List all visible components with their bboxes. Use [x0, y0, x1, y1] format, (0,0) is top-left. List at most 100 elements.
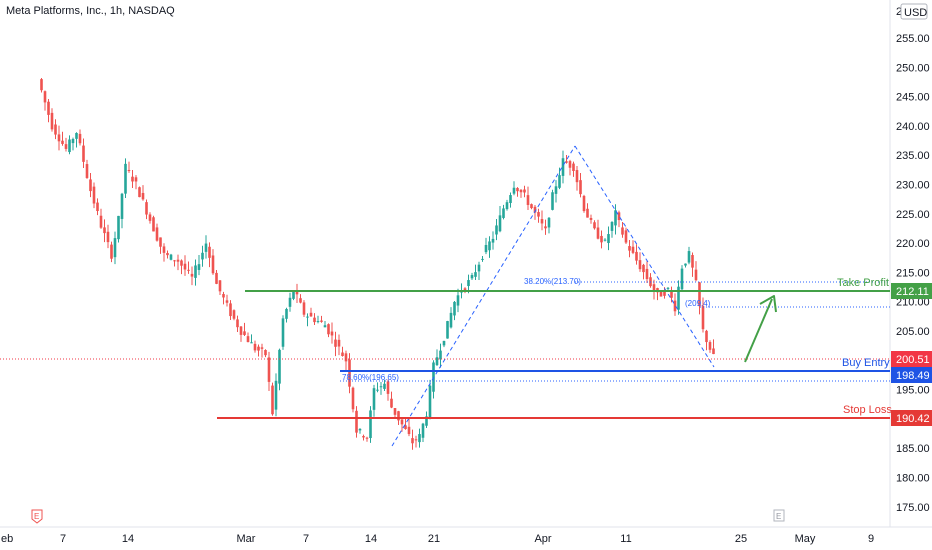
- earnings-letter: E: [776, 512, 781, 521]
- x-tick-label: 7: [60, 533, 66, 545]
- candle-body: [145, 202, 148, 215]
- candle-body: [92, 186, 96, 204]
- x-tick-label: Apr: [534, 533, 551, 545]
- candle-body: [698, 282, 701, 307]
- y-tick-label: 235.00: [896, 150, 930, 162]
- candle-body: [372, 388, 376, 410]
- candle-body: [666, 287, 670, 289]
- candle-body: [495, 225, 498, 235]
- buy-entry-level[interactable]: Buy Entry: [340, 357, 890, 372]
- y-tick-label: 250.00: [896, 62, 930, 74]
- candle-body: [162, 246, 166, 253]
- y-tick-label: 205.00: [896, 326, 930, 338]
- earnings-marker-1[interactable]: E: [31, 509, 43, 524]
- candle-body: [463, 288, 467, 291]
- candle-body: [474, 272, 477, 277]
- candle-body: [194, 265, 197, 278]
- earnings-letter: E: [34, 512, 39, 521]
- candle-body: [327, 324, 330, 335]
- candle-body: [705, 330, 708, 343]
- candle-body: [264, 350, 267, 356]
- earnings-marker-2[interactable]: E: [773, 509, 785, 522]
- candle-body: [211, 255, 215, 274]
- candle-body: [621, 227, 624, 235]
- y-axis[interactable]: 2 USD 255.00 250.00 245.00 240.00 235.00 230.…: [889, 0, 930, 527]
- candle-body: [572, 163, 575, 171]
- stop-loss-level[interactable]: Stop Loss: [217, 404, 892, 419]
- candle-body: [586, 208, 589, 218]
- candle-body: [635, 251, 638, 261]
- candle-body: [218, 280, 222, 292]
- take-profit-level[interactable]: Take Profit: [245, 277, 890, 292]
- candle-body: [477, 264, 481, 272]
- candle-body: [215, 272, 218, 284]
- candle-body: [554, 186, 558, 194]
- take-profit-tag: [891, 283, 932, 299]
- candle-body: [530, 204, 533, 209]
- candle-body: [99, 215, 103, 228]
- fib-level-extra-label: (209.4): [685, 299, 711, 308]
- candle-body: [169, 254, 173, 260]
- candle-body: [418, 434, 421, 443]
- candle-body: [684, 263, 687, 266]
- candle-body: [673, 300, 677, 312]
- candle-body: [187, 269, 190, 271]
- candle-body: [442, 340, 446, 346]
- candle-body: [106, 231, 110, 243]
- candle-body: [617, 212, 621, 221]
- candle-body: [358, 428, 362, 431]
- fib-trend-leg-1: [391, 145, 576, 447]
- x-tick-label: 11: [620, 533, 631, 545]
- candle-body: [677, 286, 680, 310]
- x-tick-label: 9: [868, 533, 874, 545]
- candle-body: [393, 408, 397, 415]
- candle-body: [512, 187, 516, 194]
- y-tick-label: 225.00: [896, 209, 930, 221]
- candle-body: [526, 195, 530, 205]
- candle-body: [593, 222, 596, 229]
- candle-body: [306, 316, 309, 318]
- candle-body: [180, 260, 183, 266]
- candle-body: [712, 348, 715, 355]
- buy-entry-label: Buy Entry: [842, 357, 890, 369]
- candle-body: [155, 227, 159, 241]
- x-tick-label: 14: [122, 533, 134, 545]
- x-axis[interactable]: eb 7 14 Mar 7 14 21 Apr 11 25 May 9: [0, 526, 932, 545]
- candle-body: [299, 298, 302, 303]
- candle-body: [267, 357, 271, 382]
- candle-body: [71, 139, 75, 144]
- earnings-icon: [773, 509, 785, 522]
- y-tick-label: 185.00: [896, 443, 930, 455]
- candle-body: [575, 170, 579, 183]
- candle-body: [313, 317, 316, 323]
- arrow-shaft: [744, 298, 773, 363]
- candle-body: [642, 264, 645, 273]
- arrow-head: [759, 295, 777, 313]
- candle-body: [600, 235, 603, 243]
- candle-body: [376, 389, 379, 391]
- y-tick-label: 240.00: [896, 121, 930, 133]
- y-tick-label: 230.00: [896, 180, 930, 192]
- stop-loss-tag-text: 190.42: [896, 413, 930, 425]
- candle-body: [624, 230, 628, 243]
- x-tick-label: 7: [303, 533, 309, 545]
- currency-badge[interactable]: [900, 3, 928, 20]
- candle-body: [680, 268, 684, 290]
- candle-body: [166, 253, 169, 256]
- candle-body: [631, 246, 635, 253]
- y-tick-labels: 255.00 250.00 245.00 240.00 235.00 230.00 225.…: [896, 33, 930, 514]
- fib-level-786-label: 78.60%(196.65): [342, 373, 399, 382]
- candle-body: [470, 275, 474, 279]
- price-tags: 212.11 200.51 198.49 190.42: [891, 283, 932, 426]
- candle-body: [498, 215, 502, 232]
- candle-body: [292, 290, 295, 299]
- candle-body: [64, 144, 68, 149]
- candle-body: [295, 290, 299, 295]
- candle-body: [225, 300, 229, 303]
- y-tick-label: 255.00: [896, 33, 930, 45]
- candle-body: [544, 226, 547, 229]
- candle-body: [348, 359, 351, 387]
- candle-body: [460, 291, 463, 293]
- candle-body: [414, 439, 418, 441]
